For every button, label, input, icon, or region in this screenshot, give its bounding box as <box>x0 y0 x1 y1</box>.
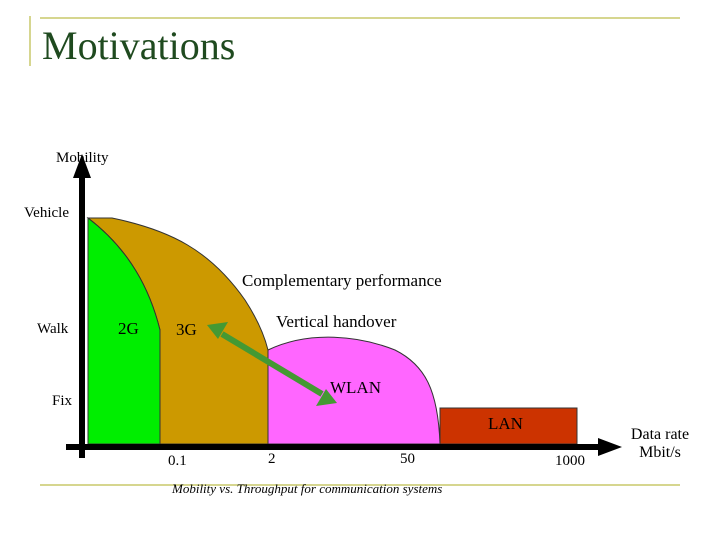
x-tick-2: 2 <box>268 451 276 467</box>
region-lan <box>439 407 578 445</box>
x-axis-label: Data rate Mbit/s <box>622 426 698 462</box>
handover-arrowhead-top <box>207 322 228 339</box>
x-axis-arrowhead <box>598 438 622 456</box>
y-level-fix: Fix <box>52 393 73 409</box>
y-level-walk: Walk <box>37 321 69 337</box>
diagram-caption: Mobility vs. Throughput for communicatio… <box>172 481 443 496</box>
x-axis-label-line2: Mbit/s <box>639 444 681 461</box>
region-2g <box>87 216 161 445</box>
region-wlan <box>267 336 441 445</box>
handover-arrowhead-bottom <box>316 389 337 406</box>
x-axis-label-line1: Data rate <box>630 426 690 443</box>
vertical-handover-arrow <box>220 331 324 397</box>
x-tick-0-1: 0.1 <box>168 453 187 469</box>
y-axis-arrowhead <box>73 154 91 178</box>
x-tick-1000: 1000 <box>555 453 585 469</box>
x-tick-50: 50 <box>400 451 415 467</box>
complementary-performance-label: Complementary performance <box>242 271 442 290</box>
region-3g-label: 3G <box>176 320 197 339</box>
region-2g-label: 2G <box>118 319 139 338</box>
vertical-handover-label: Vertical handover <box>276 312 397 331</box>
region-lan-label: LAN <box>488 414 523 433</box>
y-axis-label: Mobility <box>56 150 109 166</box>
slide-title: Motivations <box>42 23 236 68</box>
region-wlan-label: WLAN <box>330 378 381 397</box>
y-level-vehicle: Vehicle <box>24 205 69 221</box>
